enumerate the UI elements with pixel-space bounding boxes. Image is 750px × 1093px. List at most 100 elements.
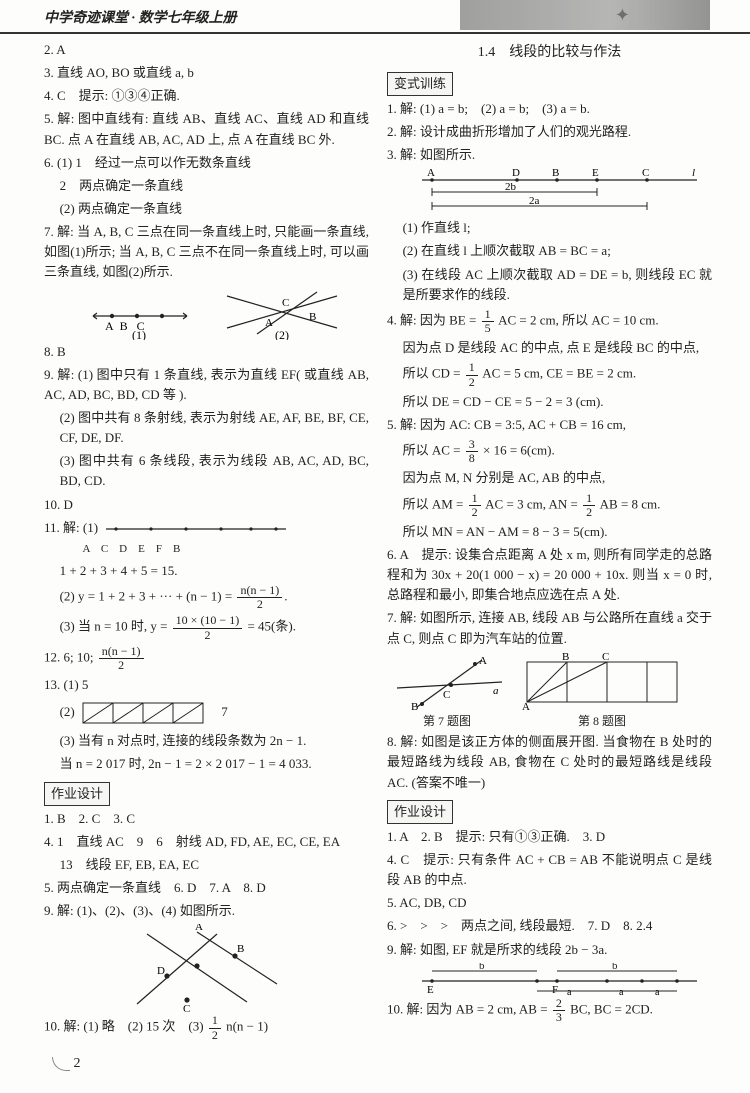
frac-4c: 12 [466, 361, 478, 388]
r-5a: 5. 解: 因为 AC: CB = 3:5, AC + CB = 16 cm, [387, 415, 712, 435]
fig9-F: F [552, 984, 558, 996]
r-7: 7. 解: 如图所示, 连接 AB, 线段 AB 与公路所在直线 a 交于点 C… [387, 608, 712, 648]
svg-text:b: b [479, 963, 485, 972]
item-11-sum: 1 + 2 + 3 + 4 + 5 = 15. [44, 561, 369, 581]
r-3b: (2) 在直线 l 上顺次截取 AB = BC = a; [387, 241, 712, 261]
r-4c-pre: 所以 CD = [403, 366, 464, 381]
item-13b: (2) 7 [44, 698, 369, 728]
item-11c-post: = 45(条). [247, 619, 296, 634]
rh-5: 5. AC, DB, CD [387, 893, 712, 913]
rh-1: 1. A 2. B 提示: 只有①③正确. 3. D [387, 827, 712, 847]
page-number-value: 2 [74, 1056, 81, 1071]
hw-10-pre: 10. 解: (1) 略 (2) 15 次 (3) [44, 1019, 207, 1034]
rh-10-post: BC, BC = 2CD. [570, 1001, 653, 1016]
page-curve-icon [52, 1057, 70, 1071]
fig3-C: C [642, 168, 649, 179]
svg-text:a: a [493, 685, 499, 697]
r-1: 1. 解: (1) a = b; (2) a = b; (3) a = b. [387, 99, 712, 119]
svg-text:a: a [567, 987, 572, 997]
figure-r8-wrap: BCA 第 8 题图 [517, 652, 687, 731]
item-7: 7. 解: 当 A, B, C 三点在同一条直线上时, 只能画一条直线, 如图(… [44, 222, 369, 282]
item-5: 5. 解: 图中直线有: 直线 AB、直线 AC、直线 AD 和直线 BC. 点… [44, 109, 369, 149]
r-4-pre: 4. 解: 因为 BE = [387, 312, 480, 327]
hw-4b: 13 线段 EF, EB, EA, EC [44, 855, 369, 875]
r-5b: 所以 AC = 38 × 16 = 6(cm). [387, 438, 712, 465]
svg-text:B: B [237, 943, 244, 955]
svg-text:C: C [183, 1003, 190, 1014]
hw-4: 4. 1 直线 AC 9 6 射线 AD, FD, AE, EC, CE, EA [44, 832, 369, 852]
item-6a: 6. (1) 1 经过一点可以作无数条直线 [44, 153, 369, 173]
r-4c: 所以 CD = 12 AC = 5 cm, CE = BE = 2 cm. [387, 361, 712, 388]
section-title: 1.4 线段的比较与作法 [387, 42, 712, 64]
fig7-cap1: (1) [132, 328, 146, 340]
r-4d: 所以 DE = CD − CE = 5 − 2 = 3 (cm). [387, 392, 712, 412]
svg-text:B: B [562, 652, 569, 663]
svg-text:C: C [282, 297, 289, 309]
frac-11c: 10 × (10 − 1)2 [173, 614, 243, 641]
header-decoration [460, 0, 710, 30]
r-4c-post: AC = 5 cm, CE = BE = 2 cm. [482, 366, 636, 381]
r-5d-mid: AC = 3 cm, AN = [485, 496, 581, 511]
item-3: 3. 直线 AO, BO 或直线 a, b [44, 63, 369, 83]
item-4: 4. C 提示: ①③④正确. [44, 86, 369, 106]
r-8: 8. 解: 如图是该正方体的侧面展开图. 当食物在 B 处时的最短路线为线段 A… [387, 732, 712, 792]
frac-11b: n(n − 1)2 [237, 584, 282, 611]
frac-4a: 15 [482, 308, 494, 335]
item-12-pre: 12. 6; 10; [44, 649, 97, 664]
item-13d: 当 n = 2 017 时, 2n − 1 = 2 × 2 017 − 1 = … [44, 754, 369, 774]
fig7-cap2: (2) [275, 328, 289, 340]
left-column: 2. A 3. 直线 AO, BO 或直线 a, b 4. C 提示: ①③④正… [44, 40, 369, 1045]
item-11a-label: 11. 解: (1) [44, 520, 98, 535]
r-3c: (3) 在线段 AC 上顺次截取 AD = DE = b, 则线段 EC 就是所… [387, 265, 712, 305]
item-13a: 13. (1) 5 [44, 675, 369, 695]
page-header: 中学奇迹课堂 · 数学七年级上册 [0, 0, 750, 34]
item-11a: 11. 解: (1) [44, 518, 369, 538]
r-5d-pre: 所以 AM = [403, 496, 467, 511]
fig3-B: B [552, 168, 559, 179]
svg-text:a: a [655, 987, 660, 997]
figures-7-8: A B C a 第 7 题图 BCA 第 8 题图 [387, 652, 712, 731]
content-columns: 2. A 3. 直线 AO, BO 或直线 a, b 4. C 提示: ①③④正… [0, 40, 750, 1045]
variant-box: 变式训练 [387, 72, 453, 96]
r-2: 2. 解: 设计成曲折形增加了人们的观光路程. [387, 122, 712, 142]
item-9a: 9. 解: (1) 图中只有 1 条直线, 表示为直线 EF( 或直线 AB, … [44, 365, 369, 405]
figure-r7: A B C a [387, 652, 507, 712]
item-2: 2. A [44, 40, 369, 60]
frac-5b: 38 [466, 438, 478, 465]
svg-text:C: C [443, 689, 450, 701]
frac-5d2: 12 [583, 492, 595, 519]
r-3a: (1) 作直线 l; [387, 218, 712, 238]
hw-10-post: n(n − 1) [226, 1019, 268, 1034]
svg-text:C: C [602, 652, 609, 663]
r-5d-post: AB = 8 cm. [600, 496, 661, 511]
rh-9: 9. 解: 如图, EF 就是所求的线段 2b − 3a. [387, 940, 712, 960]
item-6c: (2) 两点确定一条直线 [44, 199, 369, 219]
figure-r3: A D B E C l 2b 2a [397, 168, 707, 216]
frac-12: n(n − 1)2 [99, 645, 144, 672]
svg-text:D: D [157, 965, 165, 977]
r-5b-post: × 16 = 6(cm). [483, 443, 555, 458]
figure-rh9: E F b b aaa [407, 963, 707, 997]
item-8: 8. B [44, 342, 369, 362]
svg-text:A: A [265, 317, 273, 329]
fig3-A: A [427, 168, 435, 179]
item-11c-pre: (3) 当 n = 10 时, y = [60, 619, 171, 634]
r-4b: 因为点 D 是线段 AC 的中点, 点 E 是线段 BC 的中点, [387, 338, 712, 358]
item-11b: (2) y = 1 + 2 + 3 + ··· + (n − 1) = n(n … [44, 584, 369, 611]
r-3: 3. 解: 如图所示. [387, 145, 712, 165]
svg-text:a: a [619, 987, 624, 997]
r-5d: 所以 AM = 12 AC = 3 cm, AN = 12 AB = 8 cm. [387, 492, 712, 519]
item-13c: (3) 当有 n 对点时, 连接的线段条数为 2n − 1. [44, 731, 369, 751]
r-5e: 所以 MN = AN − AM = 8 − 3 = 5(cm). [387, 522, 712, 542]
r-5c: 因为点 M, N 分别是 AC, AB 的中点, [387, 468, 712, 488]
figure-r7-wrap: A B C a 第 7 题图 [387, 652, 507, 731]
svg-text:A: A [195, 924, 203, 933]
figure-11 [101, 520, 291, 538]
rh-10-pre: 10. 解: 因为 AB = 2 cm, AB = [387, 1001, 551, 1016]
item-12: 12. 6; 10; n(n − 1)2 [44, 645, 369, 672]
frac-rh10: 23 [553, 997, 565, 1024]
svg-text:B: B [309, 311, 316, 323]
homework-box-right: 作业设计 [387, 800, 453, 824]
hw-9: 9. 解: (1)、(2)、(3)、(4) 如图所示. [44, 901, 369, 921]
rh-6: 6. > > > 两点之间, 线段最短. 7. D 8. 2.4 [387, 916, 712, 936]
